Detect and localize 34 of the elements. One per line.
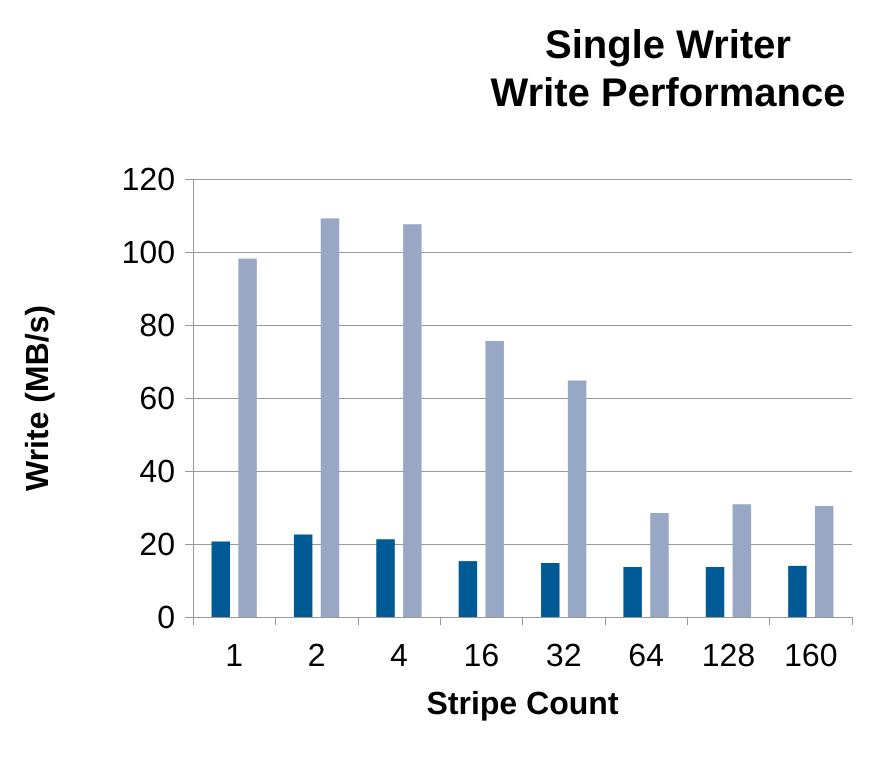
bar: [320, 218, 340, 617]
bar: [814, 506, 834, 617]
bar: [706, 566, 724, 617]
y-axis-title: Write (MB/s): [19, 304, 55, 492]
x-tick-label: 64: [628, 637, 664, 673]
x-tick-label: 1: [225, 637, 244, 673]
bar: [376, 539, 395, 617]
x-tick-label: 128: [702, 637, 756, 673]
bar: [732, 504, 752, 617]
bar: [788, 566, 807, 617]
y-tick-label: 0: [157, 599, 175, 635]
x-tick-label: 16: [464, 637, 500, 673]
y-tick-label: 120: [122, 161, 175, 197]
x-tick-label: 160: [784, 637, 838, 673]
y-tick-label: 40: [139, 453, 175, 489]
y-tick-label: 80: [139, 307, 175, 343]
y-tick-label: 20: [139, 526, 175, 562]
bar: [623, 566, 642, 617]
x-tick-label: 2: [308, 637, 326, 673]
bar: [403, 224, 422, 617]
y-tick-label: 60: [139, 380, 175, 416]
bar: [568, 380, 586, 617]
x-tick-label: 32: [546, 637, 582, 673]
x-axis-title: Stripe Count: [426, 685, 619, 721]
bar: [541, 562, 560, 617]
bar: [458, 561, 478, 617]
x-tick-label: 4: [390, 637, 408, 673]
bar: [238, 258, 257, 617]
bar: [294, 534, 312, 617]
bar: [485, 341, 504, 617]
bar: [650, 512, 669, 617]
chart-title: Single Writer Write Performance: [490, 23, 846, 115]
bar: [212, 541, 230, 617]
y-tick-label: 100: [122, 234, 175, 270]
